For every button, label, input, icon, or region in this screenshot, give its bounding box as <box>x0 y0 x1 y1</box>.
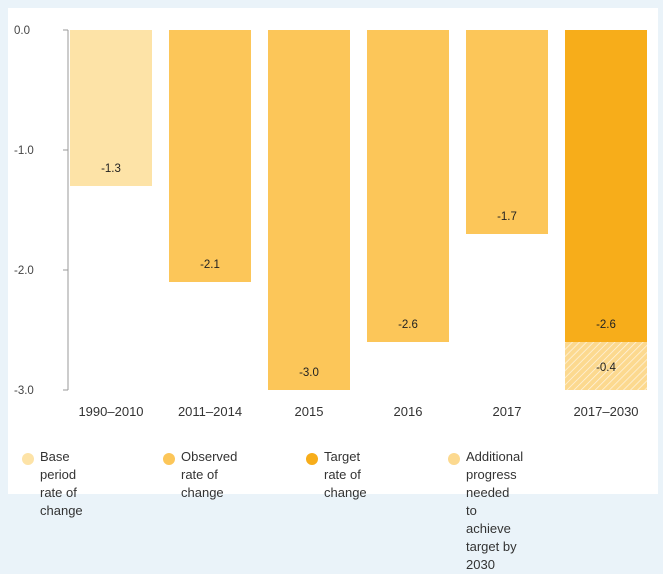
data-label-additional: -0.4 <box>596 362 616 374</box>
legend-swatch-target <box>306 453 318 465</box>
x-tick-label: 1990–2010 <box>78 404 143 419</box>
data-label: -2.6 <box>398 319 418 331</box>
x-tick-label: 2011–2014 <box>178 404 242 419</box>
y-tick-label: 0.0 <box>14 25 30 37</box>
x-tick-label: 2016 <box>394 404 423 419</box>
legend-label-observed: Observed rate of change <box>181 449 238 500</box>
bar-chart: 0.0 -1.0 -2.0 -3.0 -1.3 1990–2010 -2.1 2011–201… <box>14 25 647 419</box>
data-label: -1.3 <box>101 163 121 175</box>
bar <box>466 30 548 234</box>
y-tick-label: -1.0 <box>14 145 34 157</box>
bar <box>268 30 350 390</box>
bar <box>565 30 647 342</box>
data-label: -2.1 <box>200 259 220 271</box>
data-label: -2.6 <box>596 319 616 331</box>
legend-label-additional-progress: Additional progress needed to achieve ta… <box>466 449 524 572</box>
bar <box>367 30 449 342</box>
x-tick-label: 2015 <box>295 404 324 419</box>
legend: Base period rate of change Observed rate… <box>8 448 658 572</box>
chart-container: 0.0 -1.0 -2.0 -3.0 -1.3 1990–2010 -2.1 2011–201… <box>8 8 658 572</box>
y-tick-label: -2.0 <box>14 265 34 277</box>
x-tick-label: 2017–2030 <box>573 404 638 419</box>
x-tick-label: 2017 <box>493 404 522 419</box>
y-tick-label: -3.0 <box>14 385 34 397</box>
bar-additional-segment <box>565 342 647 390</box>
data-label: -3.0 <box>299 367 319 379</box>
legend-label-base-period: Base period rate of change <box>40 449 83 518</box>
bar <box>169 30 251 282</box>
legend-swatch-observed <box>163 453 175 465</box>
data-label: -1.7 <box>497 211 517 223</box>
legend-label-target: Target rate of change <box>324 449 367 500</box>
legend-swatch-base-period <box>22 453 34 465</box>
legend-swatch-additional-progress <box>448 453 460 465</box>
bar <box>70 30 152 186</box>
